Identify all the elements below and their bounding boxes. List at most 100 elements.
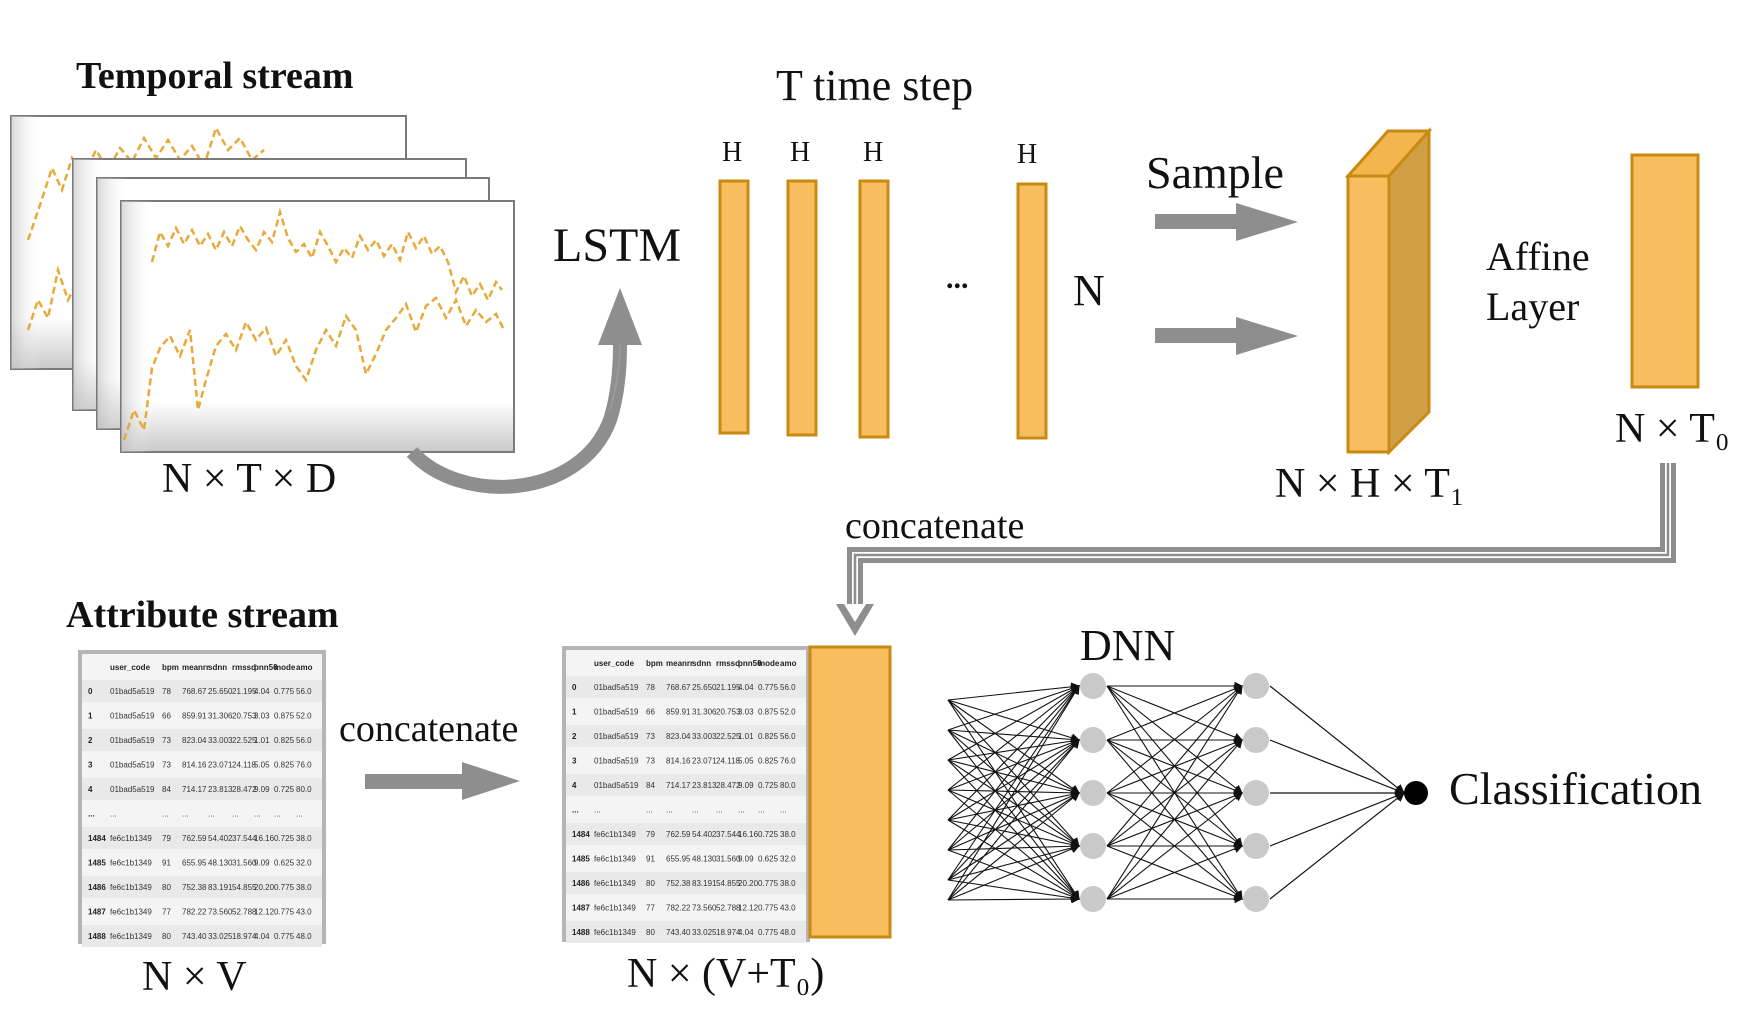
table-cell: 0.825	[274, 736, 295, 745]
dnn-connection	[947, 759, 1081, 796]
table-cell: ...	[594, 806, 601, 815]
table-cell: 22.525	[716, 732, 741, 741]
concatenate-middle-label: concatenate	[339, 708, 519, 750]
table-cell: 01bad5a519	[594, 757, 639, 766]
table-cell: 4.04	[738, 928, 754, 937]
table-cell: 66	[162, 712, 171, 721]
table-header-cell: mode	[274, 663, 296, 672]
table-cell: 0.725	[758, 781, 779, 790]
table-cell: 20.20	[254, 883, 275, 892]
dnn-connection	[947, 699, 1080, 900]
table-cell: 01bad5a519	[110, 712, 155, 721]
sample-arrow-top	[1155, 203, 1298, 241]
dnn-connection	[947, 792, 1080, 881]
dnn-node	[1080, 673, 1106, 699]
table-cell: 48.130	[692, 855, 717, 864]
table-cell: 01bad5a519	[594, 781, 639, 790]
table-cell: 73.560	[208, 908, 233, 917]
table-header-cell: amo	[296, 663, 313, 672]
table-cell: 1486	[88, 883, 106, 892]
table-cell: ...	[232, 810, 239, 819]
table-cell: 0	[88, 687, 93, 696]
table-cell: 3.03	[738, 708, 754, 717]
dnn-connection	[1269, 685, 1405, 794]
classification-label: Classification	[1449, 763, 1702, 814]
table-cell: 52.788	[232, 908, 257, 917]
table-cell: 54.402	[208, 834, 233, 843]
dnn-connection	[1269, 739, 1406, 795]
table-cell: 0.875	[758, 708, 779, 717]
table-cell: 66	[646, 708, 655, 717]
dnn-connection	[947, 739, 1080, 851]
table-cell: ...	[182, 810, 189, 819]
table-cell: fe6c1b1349	[110, 908, 152, 917]
dnn-connection	[947, 739, 1080, 881]
table-cell: 0.775	[758, 928, 779, 937]
table-cell: 01bad5a519	[594, 708, 639, 717]
dnn-connection	[947, 729, 1080, 900]
table-cell: 52.0	[780, 708, 796, 717]
table-cell: 1488	[572, 928, 590, 937]
dnn-connection	[947, 682, 1081, 701]
table-cell: ...	[162, 810, 169, 819]
dnn-connection	[947, 819, 1081, 849]
dnn-node	[1080, 780, 1106, 806]
table-header-cell: rmssd	[716, 659, 740, 668]
table-cell: 73	[646, 757, 655, 766]
dnn-connection	[1106, 685, 1243, 847]
table-cell: 32.0	[296, 859, 312, 868]
table-cell: 91	[162, 859, 171, 868]
table-cell: 73.560	[692, 904, 717, 913]
dnn-connection	[947, 819, 1080, 900]
table-cell: ...	[692, 806, 699, 815]
table-cell: 859.91	[182, 712, 207, 721]
table-cell: 5.05	[738, 757, 754, 766]
table-row-bg	[566, 774, 806, 796]
dnn-connection	[1106, 792, 1243, 900]
table-cell: 33.003	[692, 732, 717, 741]
table-cell: 73	[162, 736, 171, 745]
dnn-connection	[947, 739, 1080, 901]
affine-label-line2: Layer	[1486, 284, 1580, 329]
table-cell: 73	[646, 732, 655, 741]
table-cell: 20.753	[232, 712, 257, 721]
table-cell: 2	[88, 736, 93, 745]
table-cell: 56.0	[296, 687, 312, 696]
table-cell: 21.195	[232, 687, 257, 696]
dnn-connection	[947, 684, 1081, 731]
series-line	[26, 265, 80, 331]
table-header-cell: pnn50	[738, 659, 762, 668]
table-header-cell: mode	[758, 659, 780, 668]
table-cell: ...	[780, 806, 787, 815]
table-cell: 01bad5a519	[110, 761, 155, 770]
table-cell: 18.974	[232, 932, 257, 941]
dnn-connection	[947, 699, 1080, 847]
table-row-bg	[82, 876, 322, 898]
table-cell: 4	[88, 785, 93, 794]
dnn-connection	[1269, 792, 1405, 900]
dnn-connection	[947, 685, 1080, 881]
dnn-node	[1080, 833, 1106, 859]
combined-t0-bar	[808, 645, 892, 939]
dnn-connection	[947, 789, 1081, 848]
dnn-node	[1243, 833, 1269, 859]
table-cell: 01bad5a519	[594, 732, 639, 741]
dnn-connection	[947, 792, 1081, 851]
dnn-connection	[947, 685, 1080, 791]
table-cell: 0.625	[274, 859, 295, 868]
affine-output-bar	[1630, 153, 1700, 389]
table-cell: 655.95	[182, 859, 207, 868]
dnn-connection	[947, 759, 1080, 847]
table-cell: 18.974	[716, 928, 741, 937]
table-cell: 76.0	[780, 757, 796, 766]
dnn-connection	[1106, 685, 1243, 794]
table-cell: 80.0	[780, 781, 796, 790]
dnn-connection	[1269, 791, 1406, 847]
dnn-connection	[947, 729, 1081, 744]
table-cell: 01bad5a519	[594, 683, 639, 692]
table-cell: 0.625	[758, 855, 779, 864]
table-cell: 0	[572, 683, 577, 692]
table-cell: 20.20	[738, 879, 759, 888]
table-cell: 22.525	[232, 736, 257, 745]
